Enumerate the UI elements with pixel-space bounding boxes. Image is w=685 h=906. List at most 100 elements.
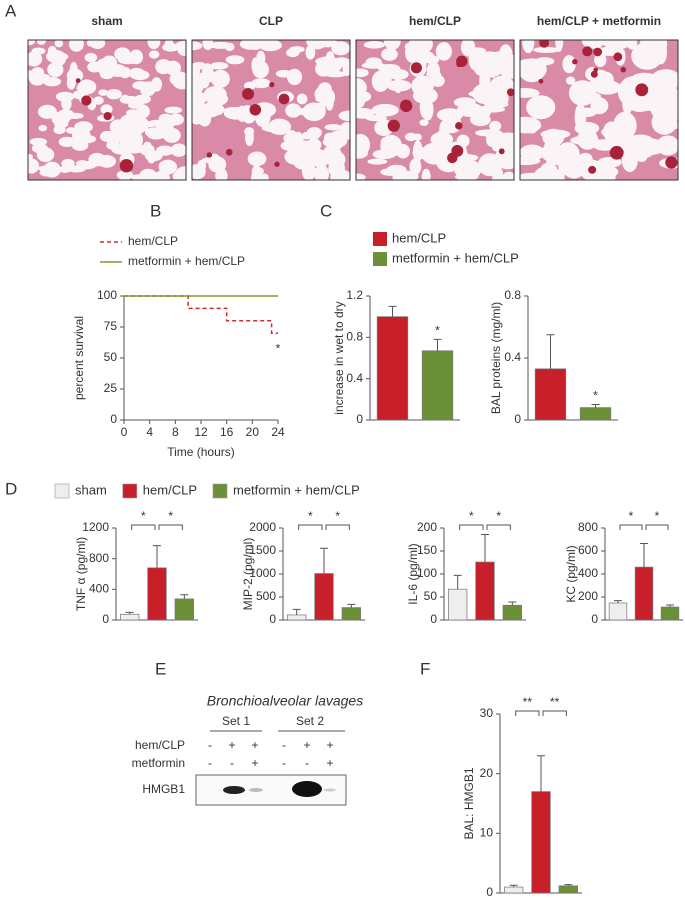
tissue <box>520 40 678 180</box>
alveolus <box>412 87 438 105</box>
error-bar <box>537 755 545 792</box>
y-tick-label: 2000 <box>249 520 276 534</box>
alveolus <box>325 93 334 111</box>
image-border <box>355 39 515 181</box>
histology-image <box>355 39 515 181</box>
blood-spot <box>539 40 550 48</box>
alveolus <box>247 151 267 167</box>
alveolus <box>356 68 369 78</box>
significance-mark: * <box>308 509 313 523</box>
blot-row-label: metformin <box>132 756 185 770</box>
alveolus <box>197 159 207 172</box>
significance-bracket <box>131 524 156 530</box>
y-tick-label: 1500 <box>249 543 276 557</box>
panel-letter: E <box>155 659 166 678</box>
image-border <box>191 39 351 181</box>
alveolus <box>338 110 350 122</box>
alveolus <box>286 68 303 86</box>
bar <box>660 606 680 621</box>
alveolus <box>404 132 418 142</box>
alveolus <box>613 111 637 140</box>
y-axis-title: IL-6 (pg/ml) <box>406 543 420 604</box>
alveolus <box>243 81 256 90</box>
y-tick-label: 0 <box>269 612 276 626</box>
y-tick-label: 0 <box>430 612 437 626</box>
alveolus <box>589 165 619 179</box>
alveolus <box>426 71 442 78</box>
alveolus <box>161 114 177 128</box>
y-tick-label: 0.4 <box>346 371 363 385</box>
bar <box>448 588 468 621</box>
alveolus <box>285 103 302 118</box>
y-tick-label: 1.2 <box>346 288 363 302</box>
significance-bracket <box>542 710 567 716</box>
alveolus <box>303 154 316 168</box>
histology-image <box>191 39 351 181</box>
alveolus <box>239 40 263 50</box>
alveolus <box>380 168 401 176</box>
alveolus <box>498 44 513 65</box>
blot-band <box>324 788 336 792</box>
blood-spot <box>455 121 463 130</box>
legend-swatch <box>373 232 387 246</box>
y-tick-label: 100 <box>417 566 437 580</box>
alveolus <box>236 105 248 122</box>
treatment-mark: - <box>282 756 286 770</box>
survival-line <box>124 295 278 334</box>
significance-mark: * <box>629 509 634 523</box>
legend-label: hem/CLP <box>128 234 178 248</box>
y-tick-label: 800 <box>89 551 109 565</box>
alveolus <box>574 121 600 135</box>
error-bar <box>320 547 328 574</box>
alveolus <box>106 140 120 151</box>
alveolus <box>39 169 57 177</box>
alveolus <box>581 40 605 49</box>
alveolus <box>311 102 326 117</box>
alveolus <box>356 147 368 159</box>
bar <box>558 885 578 894</box>
alveolus <box>534 57 555 66</box>
alveolus <box>129 49 144 65</box>
image-title: hem/CLP <box>409 14 461 28</box>
x-tick-label: 8 <box>172 425 179 439</box>
alveolus <box>153 170 170 180</box>
alveolus <box>31 47 46 55</box>
alveolus <box>317 82 332 97</box>
blood-spot <box>387 119 400 132</box>
alveolus <box>454 173 479 180</box>
error-bar <box>153 545 161 568</box>
significance-mark: * <box>469 509 474 523</box>
error-bar <box>180 594 189 599</box>
alveolus <box>419 119 429 126</box>
legend-label: hem/CLP <box>392 230 446 245</box>
tissue <box>356 40 514 180</box>
blood-spot <box>456 55 468 68</box>
alveolus <box>244 129 254 147</box>
alveolus <box>296 93 308 105</box>
alveolus <box>602 40 632 50</box>
y-tick-label: 500 <box>256 589 276 603</box>
alveolus <box>66 75 76 90</box>
y-tick-label: 800 <box>578 520 598 534</box>
alveolus <box>38 124 48 132</box>
alveolus <box>381 47 398 61</box>
alveolus <box>114 47 131 61</box>
alveolus <box>89 40 106 49</box>
blood-spot <box>588 165 597 174</box>
error-bar <box>546 334 555 369</box>
alveolus <box>289 46 305 53</box>
treatment-mark: + <box>303 738 310 752</box>
blood-spot <box>81 95 92 106</box>
error-bar <box>666 604 674 608</box>
legend-swatch <box>54 483 70 499</box>
y-tick-label: 0 <box>591 612 598 626</box>
alveolus <box>192 81 204 95</box>
alveolus <box>93 96 104 105</box>
treatment-mark: - <box>282 738 286 752</box>
panel-letter: B <box>150 201 161 220</box>
bar <box>287 614 307 621</box>
significance-bracket <box>459 524 484 530</box>
alveolus <box>650 69 678 91</box>
y-axis-title: KC (pg/ml) <box>564 545 578 602</box>
alveolus <box>568 80 597 106</box>
